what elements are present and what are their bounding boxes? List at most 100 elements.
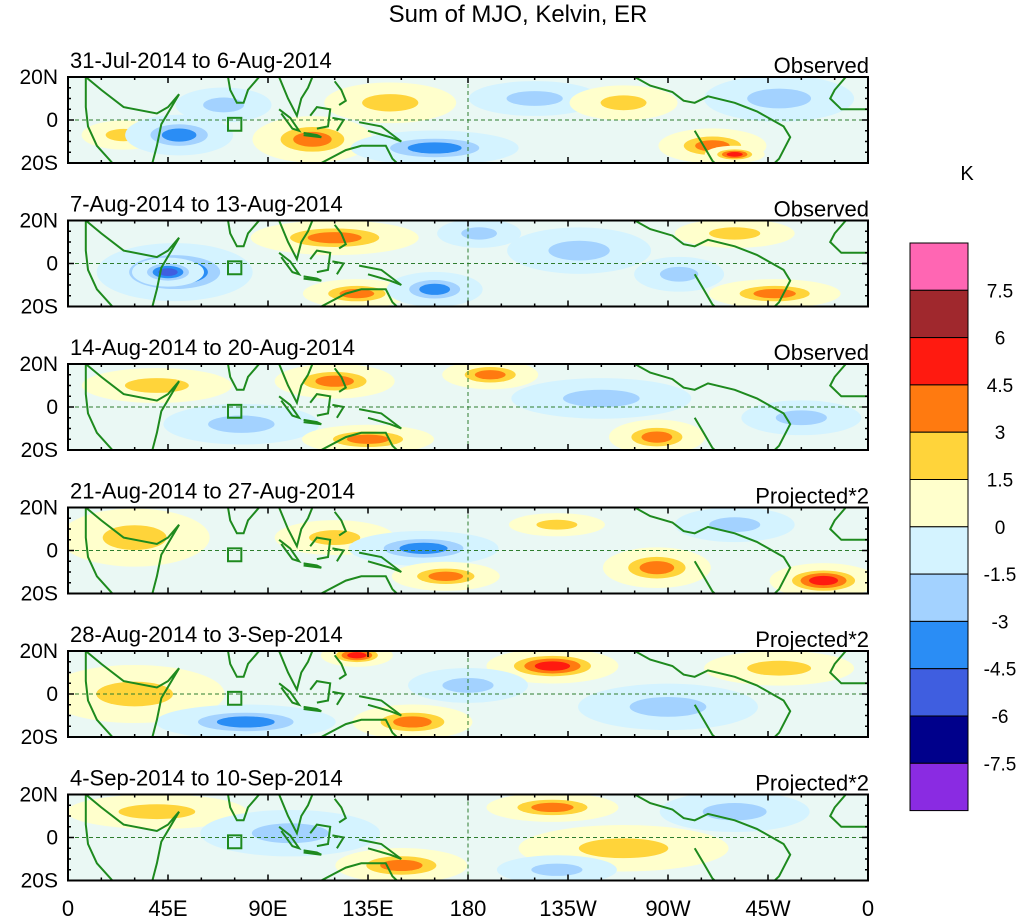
coastline: [358, 121, 402, 143]
anomaly-contour: [362, 94, 419, 112]
x-tick-label: 90W: [645, 896, 690, 921]
anomaly-contour: [339, 288, 375, 299]
x-tick-label: 45E: [148, 896, 187, 921]
coastline: [227, 794, 260, 822]
anomaly-field: [68, 794, 810, 881]
colorbar-swatch: [909, 242, 969, 291]
anomaly-contour: [753, 288, 796, 299]
anomaly-contour: [534, 661, 571, 671]
anomaly-contour: [531, 802, 574, 813]
colorbar-swatch: [909, 573, 969, 622]
anomaly-contour: [639, 561, 675, 575]
x-tick-label: 0: [862, 896, 874, 921]
y-tick-label: 20S: [21, 726, 58, 749]
colorbar-swatch: [909, 479, 969, 528]
coastline: [84, 651, 180, 737]
coastline: [278, 364, 314, 406]
coastline: [84, 77, 180, 163]
coastline: [693, 704, 716, 737]
coastline: [303, 131, 322, 139]
anomaly-contour: [347, 652, 367, 659]
anomaly-contour: [309, 530, 361, 546]
colorbar-label: 7.5: [987, 281, 1013, 302]
panel-type-label: Projected*2: [755, 771, 869, 796]
colorbar-label: -3: [992, 612, 1009, 633]
anomaly-contour: [531, 863, 583, 876]
x-axis-labels: 0 45E 90E 135E 180 135W 90W 45W 0: [62, 896, 874, 921]
coastline: [309, 536, 332, 561]
coastline: [309, 393, 332, 417]
anomaly-contour: [251, 823, 329, 844]
x-tick-label: 135E: [342, 896, 393, 921]
coastline: [358, 408, 402, 430]
anomaly-contour: [536, 519, 578, 530]
colorbar-units: K: [960, 163, 974, 185]
chart-title: Sum of MJO, Kelvin, ER: [389, 1, 648, 28]
coastline: [278, 220, 314, 262]
anomaly-contour: [548, 240, 610, 261]
panel-period-label: 4-Sep-2014 to 10-Sep-2014: [70, 766, 343, 791]
coastline: [693, 847, 716, 881]
colorbar-swatch: [909, 620, 969, 670]
anomaly-contour: [747, 660, 812, 676]
coastline: [634, 794, 792, 881]
reference-box: [227, 403, 243, 419]
anomaly-contour: [474, 370, 506, 380]
y-tick-label: 20S: [21, 583, 58, 606]
coastline: [828, 220, 868, 254]
coastline: [828, 651, 868, 685]
anomaly-contour: [442, 677, 494, 693]
anomaly-contour: [709, 517, 761, 533]
panel-type-label: Projected*2: [755, 627, 869, 652]
anomaly-contour: [208, 415, 275, 433]
anomaly-contour: [600, 95, 647, 111]
coastline: [278, 108, 302, 133]
coastline: [358, 551, 402, 573]
coastline: [303, 418, 322, 426]
coastline: [303, 705, 322, 713]
panel-4: 20N 0 20S 21-Aug-2014 to 27-Aug-2014 Project…: [19, 479, 869, 606]
y-tick-label: 20N: [19, 497, 58, 520]
colorbar-swatch: [909, 289, 969, 339]
anomaly-contour: [709, 227, 761, 240]
anomaly-field: [81, 77, 855, 163]
coastline: [828, 364, 868, 398]
panel-period-label: 7-Aug-2014 to 13-Aug-2014: [70, 192, 343, 217]
colorbar-label: -7.5: [984, 754, 1017, 775]
reference-box: [227, 834, 243, 850]
coastline: [358, 264, 402, 286]
anomaly-contour: [307, 232, 362, 244]
coastline: [634, 507, 792, 594]
reference-box: [227, 547, 243, 563]
panel-type-label: Observed: [774, 340, 869, 365]
coastline: [828, 77, 868, 111]
anomaly-contour: [315, 375, 354, 387]
colorbar-legend: K 7.5 6 4.5 3 1.5 0 -1.5 -3 -4.5 -6 -7.5: [909, 163, 1017, 812]
anomaly-contour: [124, 378, 189, 393]
anomaly-contour: [158, 268, 178, 276]
y-tick-label: 20S: [21, 296, 58, 319]
panel-period-label: 21-Aug-2014 to 27-Aug-2014: [70, 479, 355, 504]
coastline: [693, 130, 716, 163]
anomaly-contour: [726, 152, 743, 157]
anomaly-contour: [216, 716, 275, 728]
anomaly-contour: [203, 97, 244, 113]
coastline: [309, 823, 332, 848]
anomaly-contour: [702, 803, 767, 821]
anomaly-contour: [578, 838, 669, 859]
coastline: [278, 539, 302, 564]
y-tick-label: 20S: [21, 870, 58, 893]
colorbar-label: 1.5: [987, 471, 1013, 492]
panel-period-label: 28-Aug-2014 to 3-Sep-2014: [70, 622, 343, 647]
panel-2: 20N 0 20S 7-Aug-2014 to 13-Aug-2014 Observed: [19, 192, 869, 319]
coastline: [333, 367, 348, 393]
coastline: [84, 794, 180, 881]
panel-type-label: Projected*2: [755, 484, 869, 509]
colorbar-swatch: [909, 668, 969, 717]
y-tick-label: 20N: [19, 640, 58, 663]
y-tick-label: 0: [46, 827, 58, 850]
coastline: [278, 826, 302, 851]
anomaly-contour: [428, 571, 464, 581]
coastline: [333, 654, 348, 680]
panel-type-label: Observed: [774, 53, 869, 78]
